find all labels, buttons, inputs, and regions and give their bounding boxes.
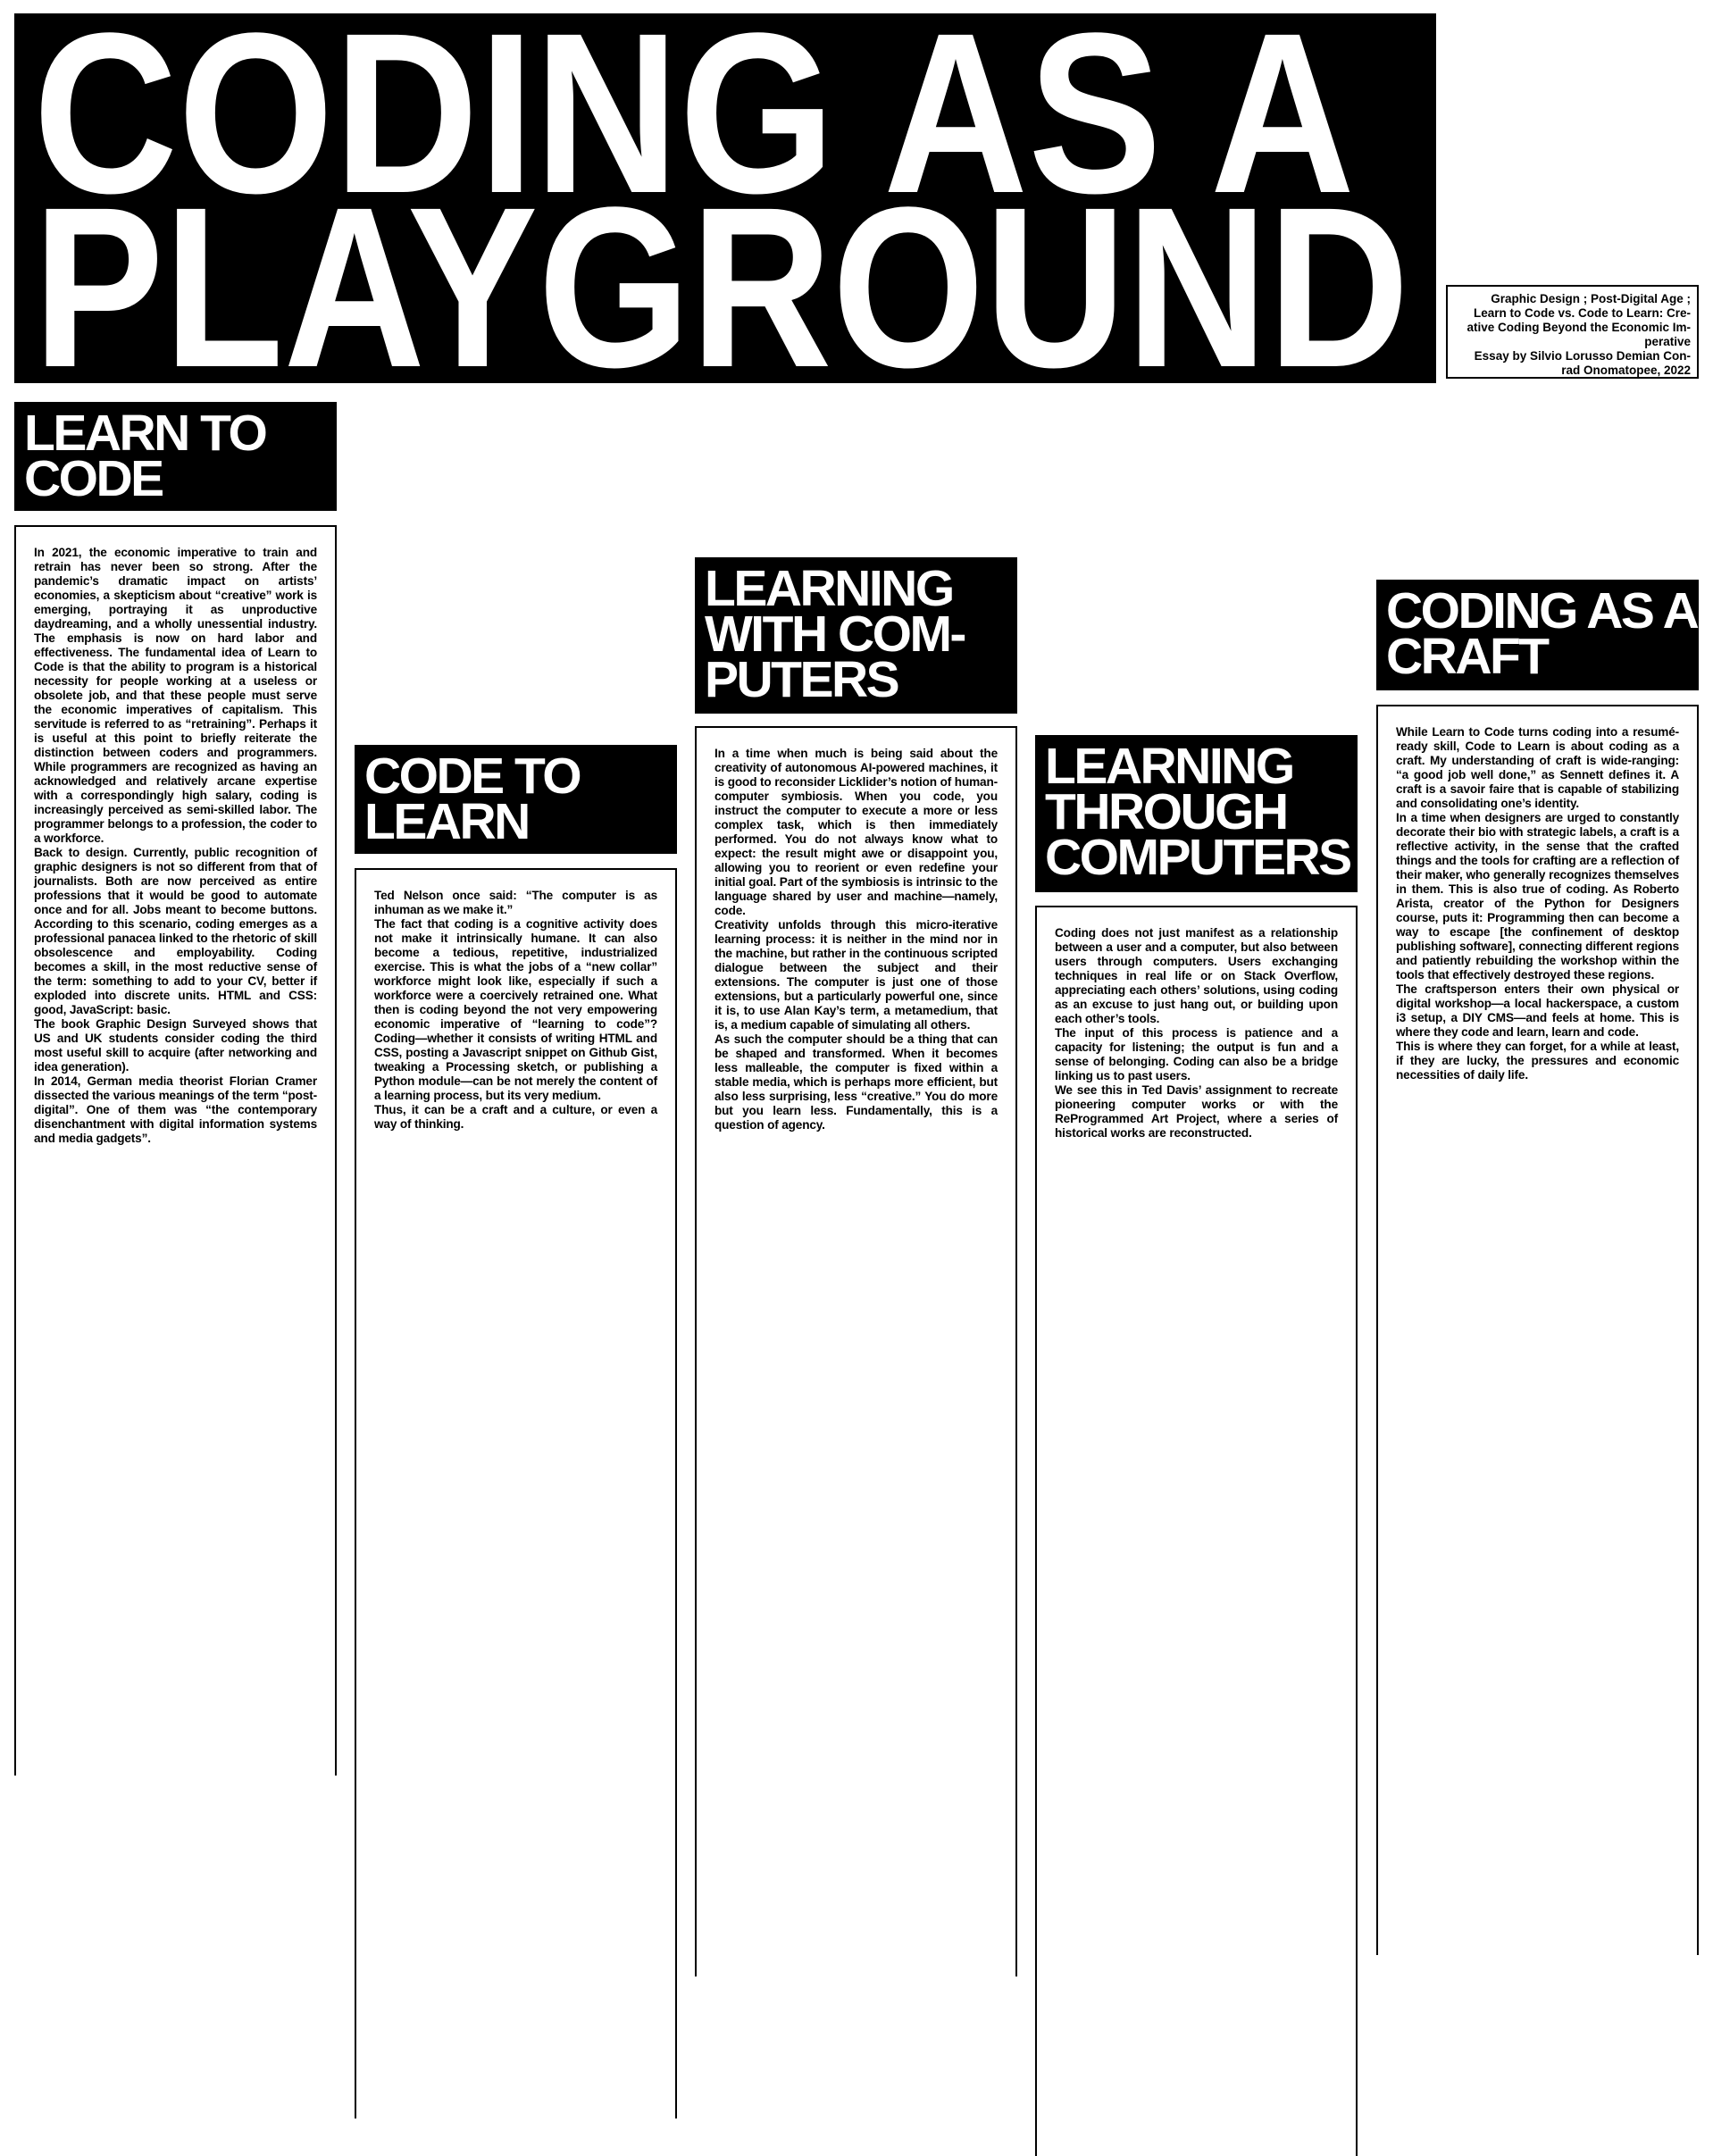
info-line: rad Onomatopee, 2022 — [1561, 364, 1691, 377]
heading-line: THROUGH — [1045, 783, 1289, 840]
section-heading: LEARN TO CODE — [14, 402, 337, 511]
heading-line: COMPUTERS — [1045, 829, 1352, 886]
title-banner: CODING AS A PLAYGROUND — [14, 13, 1436, 383]
paragraph: Thus, it can be a craft and a culture, o… — [374, 1103, 657, 1131]
title-line: CODING AS A — [33, 13, 1355, 241]
heading-line: WITH COM- — [705, 606, 966, 663]
paragraph: The fact that coding is a cognitive acti… — [374, 917, 657, 1102]
section-body: In 2021, the economic imperative to trai… — [14, 525, 337, 1776]
heading-line: LEARNING — [1045, 738, 1295, 795]
section-heading: CODE TO LEARN — [355, 745, 677, 854]
heading-line: LEARNING — [705, 560, 955, 617]
info-line: ative Coding Beyond the Economic Im- — [1466, 321, 1691, 334]
paragraph: We see this in Ted Davis’ assignment to … — [1055, 1083, 1338, 1140]
paragraph: Ted Nelson once said: “The computer is a… — [374, 889, 657, 916]
section-body: Coding does not just manifest as a relat… — [1035, 906, 1358, 2156]
section-body: While Learn to Code turns coding into a … — [1376, 705, 1699, 1955]
info-line: Essay by Silvio Lorusso Demian Con- — [1474, 349, 1691, 363]
paragraph: The craftsperson enters their own physic… — [1396, 982, 1679, 1039]
heading-line: LEARN — [364, 793, 531, 850]
page: CODING AS A PLAYGROUND Graphic Design ; … — [14, 13, 1700, 2156]
info-line: perative — [1644, 335, 1691, 348]
heading-line: CRAFT — [1386, 628, 1550, 685]
paragraph: Back to design. Currently, public recogn… — [34, 846, 317, 1016]
paragraph: As such the computer should be a thing t… — [714, 1032, 998, 1132]
paragraph: In 2021, the economic imperative to trai… — [34, 546, 317, 845]
paragraph: This is where they can forget, for a whi… — [1396, 1040, 1679, 1082]
paragraph: The book Graphic Design Surveyed shows t… — [34, 1017, 317, 1074]
heading-line: CODE TO — [364, 748, 582, 805]
paragraph: In a time when much is being said about … — [714, 747, 998, 917]
paragraph: In 2014, German media theorist Florian C… — [34, 1074, 317, 1145]
heading-line: LEARN TO — [24, 405, 268, 462]
title-line: PLAYGROUND — [33, 160, 1409, 383]
paragraph: In a time when designers are urged to co… — [1396, 811, 1679, 982]
info-line: Graphic Design ; Post-Digital Age ; — [1491, 292, 1691, 305]
section-body: In a time when much is being said about … — [695, 726, 1017, 1976]
section-heading: LEARNING WITH COM- PUTERS — [695, 557, 1017, 714]
section-body: Ted Nelson once said: “The computer is a… — [355, 868, 677, 2118]
info-box: Graphic Design ; Post-Digital Age ; Learn… — [1446, 285, 1699, 379]
heading-line: PUTERS — [705, 651, 900, 708]
heading-line: CODING AS A — [1386, 582, 1700, 639]
paragraph: Coding does not just manifest as a relat… — [1055, 926, 1338, 1025]
section-heading: LEARNING THROUGH COMPUTERS — [1035, 735, 1358, 892]
heading-line: CODE — [24, 450, 164, 507]
paragraph: Creativity unfolds through this micro-it… — [714, 918, 998, 1032]
paragraph: The input of this process is patience an… — [1055, 1026, 1338, 1082]
section-heading: CODING AS A CRAFT — [1376, 580, 1700, 690]
paragraph: While Learn to Code turns coding into a … — [1396, 725, 1679, 810]
info-line: Learn to Code vs. Code to Learn: Cre- — [1473, 306, 1691, 320]
